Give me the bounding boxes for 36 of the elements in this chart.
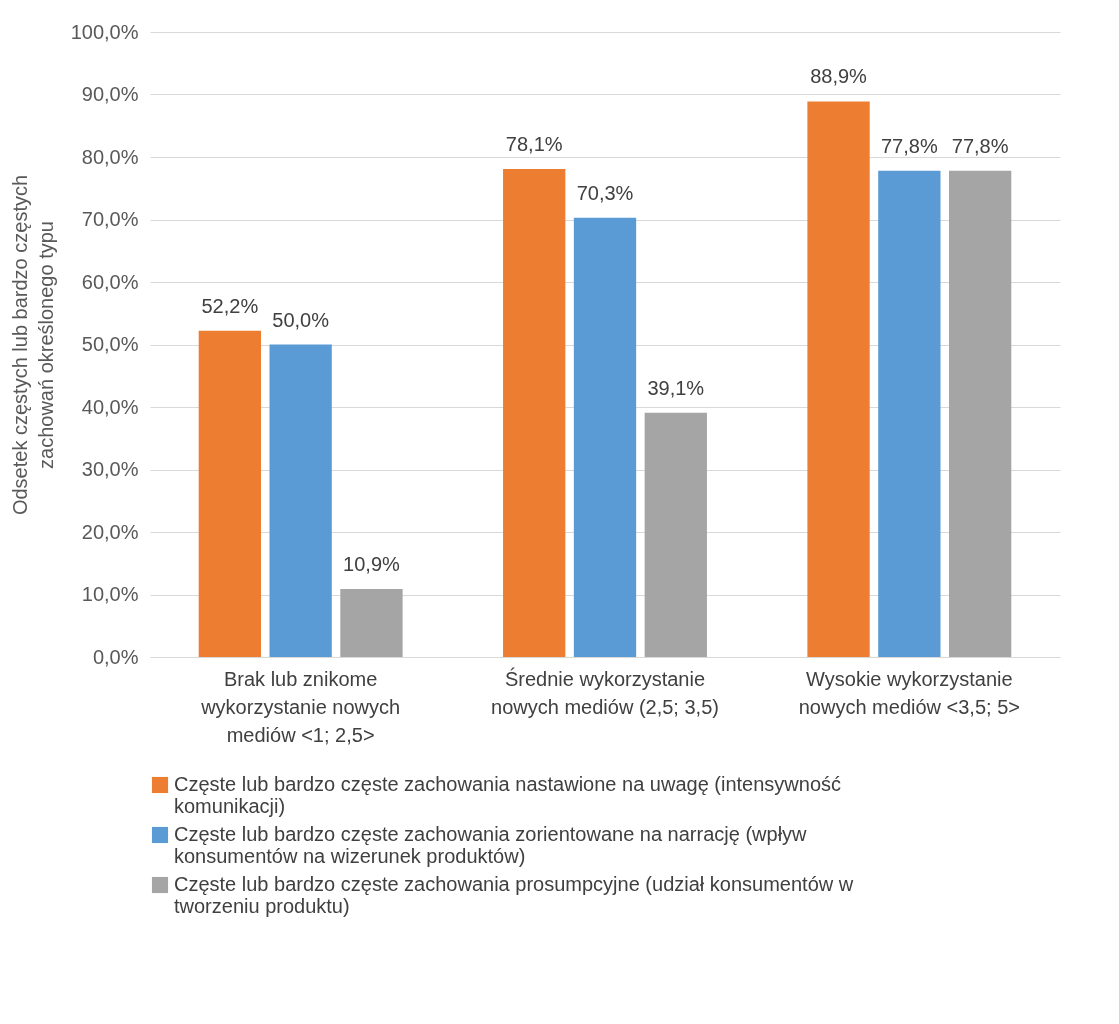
legend-label: Częste lub bardzo częste zachowania nastawione na uwagę (intensywność komunikacji) [174,773,842,817]
x-tick-label: Brak lub znikome wykorzystanie nowych mediów <1; 2,5> [200,667,401,746]
data-label: 88,9% [810,65,868,88]
data-label: 50,0% [272,308,330,331]
data-label: 52,2% [201,294,259,317]
y-tick-label: 40,0% [81,395,139,418]
y-tick-label: 70,0% [81,208,139,230]
bar [573,217,637,657]
bar [269,344,332,657]
bar [807,101,870,657]
bar [878,170,941,657]
bar [644,412,707,657]
y-tick-label: 0,0% [92,645,139,668]
y-tick-label: 100,0% [70,20,139,43]
y-tick-label: 60,0% [81,270,139,293]
data-label: 10,9% [343,552,401,575]
y-tick-label: 10,0% [81,583,139,605]
y-tick-label: 20,0% [81,520,139,543]
y-tick-label: 90,0% [81,83,139,105]
data-label: 39,1% [647,376,705,399]
bar [340,588,403,657]
y-tick-label: 80,0% [81,145,139,168]
y-tick-label: 50,0% [81,333,139,355]
data-label: 77,8% [951,134,1009,157]
x-tick-label: Średnie wykorzystanie nowych mediów (2,5; 3,5) [491,666,719,718]
data-label: 70,3% [576,181,634,204]
legend-label: Częste lub bardzo częste zachowania prosumpcyjne (udział konsumentów w tworzeniu produktu) [174,873,854,917]
y-axis-title: Odsetek częstych lub bardzo częstych zachowań określonego typu [8,174,57,516]
data-label: 77,8% [880,134,938,157]
y-tick-label: 30,0% [81,458,139,480]
bar [503,168,566,657]
bar [198,330,261,657]
data-label: 78,1% [505,132,563,155]
x-tick-label: Wysokie wykorzystanie nowych mediów <3,5; 5> [798,667,1020,718]
legend-label: Częste lub bardzo częste zachowania zorientowane na narrację (wpływ konsumentów na wizerunek produktów) [174,823,808,867]
bar [949,170,1012,657]
